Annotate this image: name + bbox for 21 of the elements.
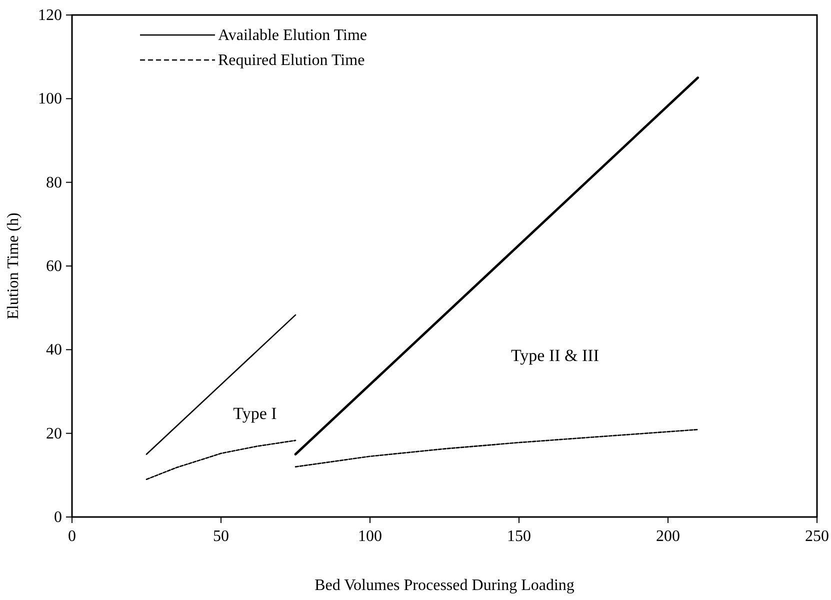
legend-label: Available Elution Time: [218, 27, 368, 44]
x-axis-title: Bed Volumes Processed During Loading: [314, 577, 574, 594]
line-series: [146, 440, 296, 480]
y-tick-label: 0: [54, 509, 62, 526]
x-tick-label: 150: [507, 528, 531, 545]
annotation: Type I: [233, 404, 278, 423]
x-tick-label: 50: [213, 528, 229, 545]
y-tick-label: 80: [46, 174, 62, 192]
x-tick-label: 250: [805, 528, 829, 545]
y-tick-label: 120: [38, 7, 62, 24]
y-axis-title: Elution Time (h): [5, 212, 22, 320]
y-tick-label: 100: [38, 90, 62, 108]
x-tick-label: 0: [68, 528, 76, 545]
x-tick-label: 200: [656, 528, 680, 545]
legend-label: Required Elution Time: [218, 52, 365, 69]
annotation: Type II & III: [510, 346, 600, 365]
y-tick-label: 60: [46, 258, 62, 275]
line-series: [294, 428, 698, 468]
y-tick-label: 20: [46, 425, 62, 442]
x-tick-label: 100: [358, 528, 382, 545]
y-tick-label: 40: [46, 342, 62, 359]
